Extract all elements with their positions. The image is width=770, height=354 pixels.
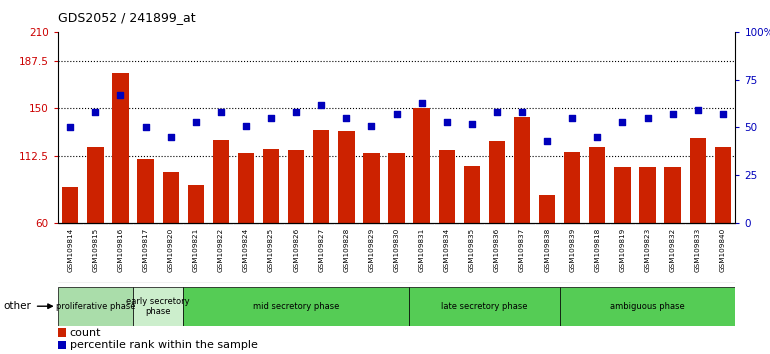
Text: GSM109831: GSM109831 [419,228,424,272]
Point [717,111,729,117]
Point [566,115,578,121]
Text: GSM109839: GSM109839 [569,228,575,272]
Point [641,115,654,121]
Text: GSM109840: GSM109840 [720,228,726,272]
Bar [388,153,405,299]
Text: mid secretory phase: mid secretory phase [253,302,340,311]
Bar [288,150,304,299]
Bar [112,73,129,299]
Point [466,121,478,126]
Bar [213,140,229,299]
Text: GSM109836: GSM109836 [494,228,500,272]
Bar [263,149,280,299]
Bar [62,187,79,299]
Point [490,109,503,115]
Text: GSM109823: GSM109823 [644,228,651,272]
Text: proliferative phase: proliferative phase [55,302,136,311]
Text: GSM109816: GSM109816 [118,228,123,272]
Bar [133,287,183,326]
Text: GSM109819: GSM109819 [619,228,625,272]
Bar [413,108,430,299]
Bar [514,117,531,299]
Bar [162,172,179,299]
Bar [58,287,133,326]
Bar [409,287,560,326]
Bar [589,147,605,299]
Bar [363,153,380,299]
Bar [58,328,66,337]
Text: GSM109815: GSM109815 [92,228,99,272]
Text: GSM109835: GSM109835 [469,228,475,272]
Point [315,102,327,107]
Text: ambiguous phase: ambiguous phase [610,302,685,311]
Text: early secretory
phase: early secretory phase [126,297,190,316]
Bar [137,159,154,299]
Text: GSM109828: GSM109828 [343,228,350,272]
Point [591,134,604,140]
Bar [238,153,254,299]
Bar [560,287,735,326]
Text: GSM109829: GSM109829 [369,228,374,272]
Point [365,123,377,129]
Text: percentile rank within the sample: percentile rank within the sample [69,340,257,350]
Text: GSM109834: GSM109834 [444,228,450,272]
Point [215,109,227,115]
Text: GSM109832: GSM109832 [670,228,675,272]
Point [340,115,353,121]
Point [390,111,403,117]
Point [265,115,277,121]
Text: GSM109826: GSM109826 [293,228,300,272]
Bar [439,150,455,299]
Point [691,107,704,113]
Text: GSM109837: GSM109837 [519,228,525,272]
Point [89,109,102,115]
Point [64,125,76,130]
Text: GSM109820: GSM109820 [168,228,174,272]
Text: GSM109817: GSM109817 [142,228,149,272]
Point [290,109,303,115]
Bar [639,167,656,299]
Point [189,119,202,125]
Bar [690,138,706,299]
Text: GSM109827: GSM109827 [318,228,324,272]
Bar [464,166,480,299]
Point [416,100,428,105]
Bar [87,147,103,299]
Point [239,123,252,129]
Text: late secretory phase: late secretory phase [441,302,527,311]
Bar [564,152,581,299]
Text: GSM109818: GSM109818 [594,228,601,272]
Point [165,134,177,140]
Text: GSM109822: GSM109822 [218,228,224,272]
Bar [313,130,330,299]
Bar [715,147,731,299]
Text: GSM109838: GSM109838 [544,228,550,272]
Bar [188,185,204,299]
Bar [58,341,66,349]
Bar [183,287,409,326]
Text: GDS2052 / 241899_at: GDS2052 / 241899_at [58,11,196,24]
Text: GSM109814: GSM109814 [67,228,73,272]
Point [440,119,453,125]
Point [114,92,126,98]
Text: GSM109833: GSM109833 [695,228,701,272]
Text: GSM109824: GSM109824 [243,228,249,272]
Text: count: count [69,327,101,338]
Bar [338,131,354,299]
Text: GSM109830: GSM109830 [393,228,400,272]
Bar [489,142,505,299]
Bar [614,167,631,299]
Text: GSM109821: GSM109821 [192,228,199,272]
Point [616,119,628,125]
Text: other: other [4,301,32,311]
Bar [665,167,681,299]
Point [516,109,528,115]
Point [139,125,152,130]
Point [541,138,554,144]
Point [667,111,679,117]
Text: GSM109825: GSM109825 [268,228,274,272]
Bar [539,195,555,299]
